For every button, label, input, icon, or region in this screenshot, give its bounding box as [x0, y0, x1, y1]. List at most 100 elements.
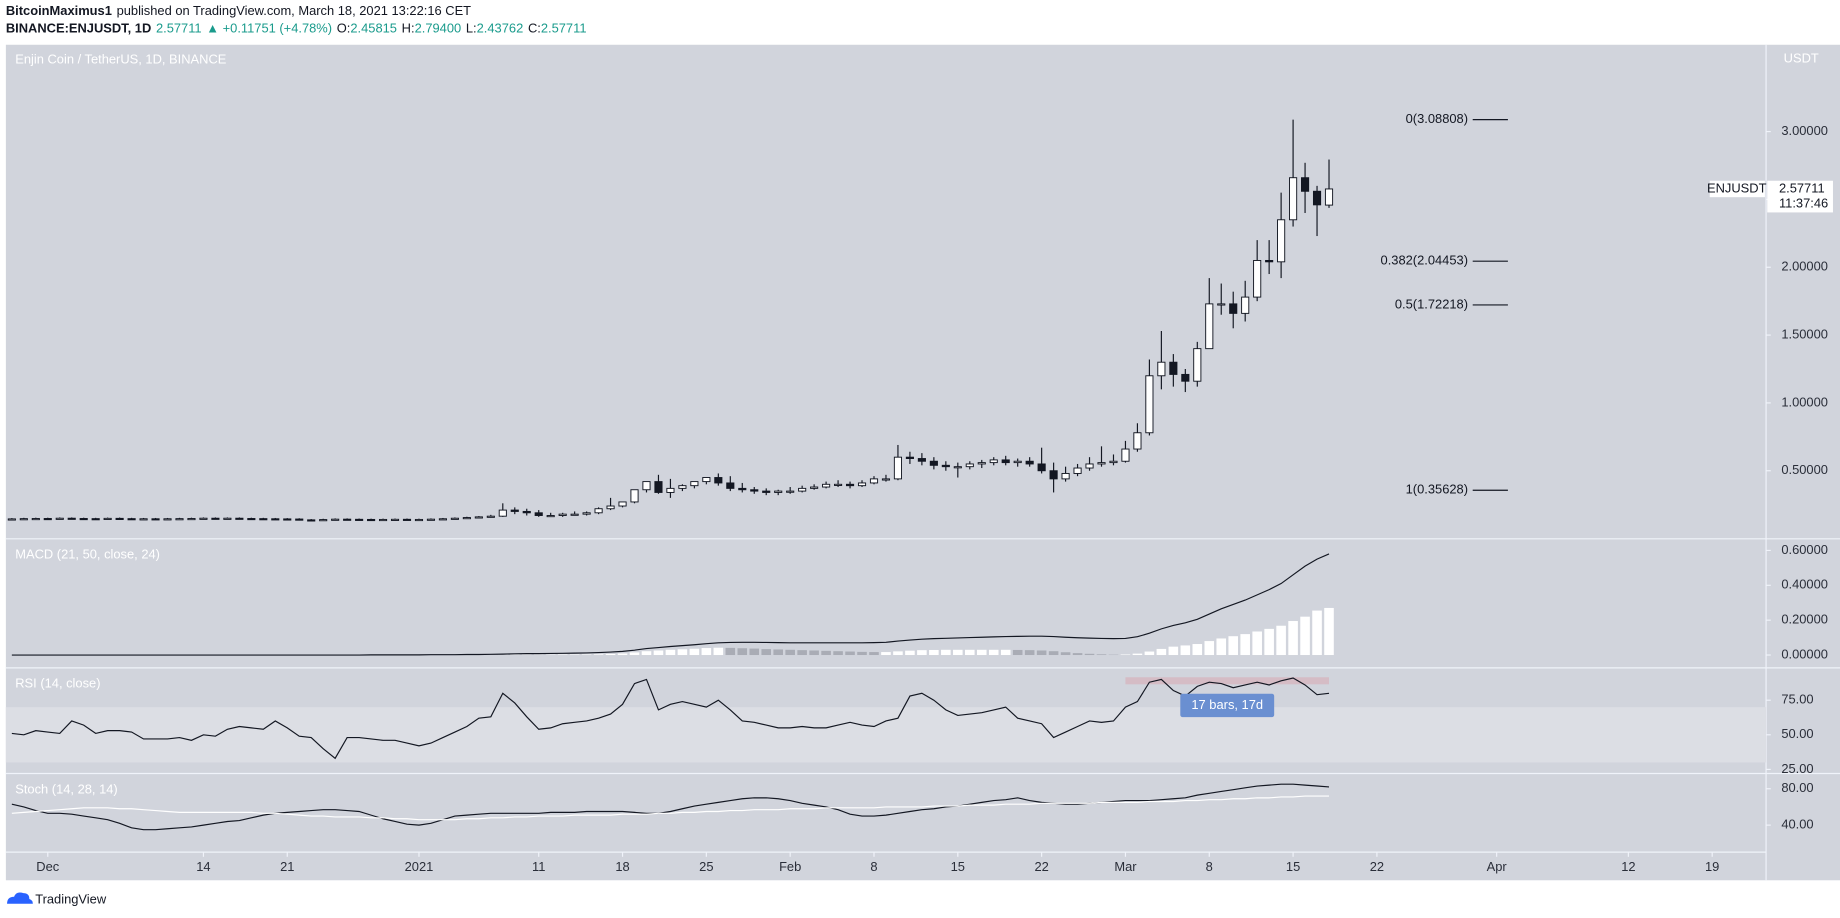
candle-body: [462, 517, 471, 520]
change: ▲ +0.11751 (+4.78%): [206, 21, 332, 36]
candle-body: [103, 517, 112, 521]
x-tick-label: 12: [1621, 859, 1635, 874]
x-tick-label: 19: [1705, 859, 1719, 874]
measure-label-box: [1180, 693, 1275, 718]
ohlc-key: O:: [337, 21, 351, 36]
histogram-bar: [1132, 653, 1143, 656]
x-tick-label: 22: [1034, 859, 1048, 874]
candle-body: [869, 478, 879, 484]
histogram-bar: [1072, 653, 1083, 656]
x-tick-label: 22: [1370, 859, 1384, 874]
candle-body: [19, 518, 28, 521]
pane-title: MACD (21, 50, close, 24): [15, 547, 160, 562]
histogram-bar: [557, 654, 568, 656]
candle-body: [247, 518, 256, 521]
stoch-line: [11, 795, 1330, 821]
x-tick-label: Dec: [36, 859, 59, 874]
histogram-bar: [941, 649, 951, 656]
brand[interactable]: TradingView: [35, 892, 107, 907]
x-tick-label: Apr: [1487, 859, 1508, 874]
last: 2.57711: [156, 21, 202, 36]
y-tick-label: 40.00: [1781, 817, 1813, 832]
y-tick-label: 80.00: [1781, 780, 1813, 795]
candle-body: [1121, 448, 1130, 462]
x-tick-label: 8: [870, 859, 877, 874]
ohlc-value: 2.45815: [350, 21, 397, 36]
ohlc-key: H:: [402, 21, 415, 36]
unit-label: USDT: [1784, 50, 1819, 65]
histogram-bar: [665, 649, 676, 656]
candle-body: [31, 518, 40, 521]
ohlc-key: C:: [528, 21, 541, 36]
fib-label: 1(0.35628): [1406, 482, 1468, 497]
fib-label: 0.5(1.72218): [1395, 296, 1468, 311]
histogram-bar: [581, 654, 592, 656]
histogram-bar: [749, 648, 760, 656]
y-tick-label: 1.50000: [1781, 326, 1828, 341]
last-price-tag: [1767, 180, 1833, 213]
fib-label: 0.382(2.04453): [1381, 253, 1468, 268]
candle-body: [582, 512, 591, 515]
x-tick-label: 8: [1206, 859, 1213, 874]
candle-body: [43, 518, 52, 521]
candle-body: [1205, 303, 1214, 350]
histogram-bar: [869, 652, 879, 656]
ohlc-value: 2.43762: [477, 21, 524, 36]
candle-body: [750, 489, 759, 492]
candle-body: [187, 518, 196, 521]
x-tick-label: Mar: [1114, 859, 1137, 874]
candle-body: [1049, 470, 1058, 480]
y-tick-label: 75.00: [1781, 692, 1813, 707]
candle-body: [1157, 361, 1166, 377]
candle-body: [690, 481, 699, 487]
ohlc-value: 2.79400: [415, 21, 462, 36]
candle-body: [1145, 375, 1154, 434]
candle-body: [426, 518, 436, 521]
histogram-bar: [1168, 646, 1179, 656]
candle-body: [1109, 460, 1118, 464]
y-tick-label: 0.00000: [1781, 646, 1828, 661]
candle-body: [1085, 463, 1094, 469]
candle-body: [343, 518, 352, 521]
candle-body: [498, 509, 507, 517]
candle-body: [1265, 259, 1274, 263]
histogram-bar: [1192, 644, 1203, 656]
author[interactable]: BitcoinMaximus1: [6, 3, 112, 18]
candle-body: [534, 512, 543, 516]
header-line-2: BINANCE:ENJUSDT, 1D 2.57711 ▲ +0.11751 (+4…: [6, 21, 587, 36]
symbol-tag: [1709, 180, 1765, 198]
candle-body: [1312, 190, 1322, 206]
histogram-bar: [785, 649, 795, 656]
countdown: 11:37:46: [1779, 196, 1828, 211]
candle-body: [223, 517, 232, 520]
last-price-label: 2.57711: [1779, 180, 1825, 195]
candle-body: [91, 518, 100, 521]
candle-body: [1097, 462, 1106, 465]
histogram-bar: [1264, 628, 1274, 656]
candle-body: [678, 485, 687, 489]
x-tick-label: 11: [532, 859, 545, 874]
candle-body: [917, 458, 926, 462]
histogram-bar: [641, 651, 652, 656]
y-tick-label: 1.00000: [1781, 394, 1828, 409]
histogram-bar: [857, 651, 867, 656]
candle-body: [211, 517, 220, 520]
histogram-bar: [713, 647, 724, 656]
candle-body: [558, 513, 567, 516]
x-tick-label: 21: [280, 859, 294, 874]
candle-body: [618, 501, 627, 507]
histogram-bar: [929, 649, 939, 656]
x-tick-label: 18: [615, 859, 629, 874]
y-tick-label: 2.00000: [1781, 259, 1828, 274]
candle-body: [810, 486, 819, 489]
candle-body: [402, 518, 412, 521]
histogram-bar: [1144, 651, 1155, 656]
pane-title: Enjin Coin / TetherUS, 1D, BINANCE: [15, 51, 227, 66]
candle-body: [834, 483, 843, 486]
candle-body: [510, 509, 519, 512]
histogram-bar: [1180, 645, 1191, 656]
histogram-bar: [677, 649, 688, 656]
histogram-bar: [1024, 650, 1035, 656]
candle-body: [905, 456, 914, 460]
